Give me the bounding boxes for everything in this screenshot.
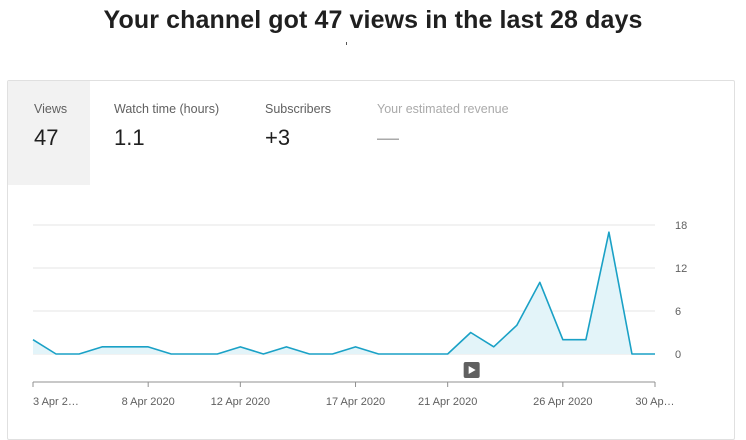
metric-tab-views[interactable]: Views 47 bbox=[8, 81, 90, 185]
metric-label-watch-time: Watch time (hours) bbox=[114, 102, 220, 116]
data-point[interactable] bbox=[466, 328, 476, 338]
x-tick-label: 3 Apr 2… bbox=[33, 396, 79, 408]
metric-value-subscribers: +3 bbox=[265, 125, 291, 150]
metric-label-views: Views bbox=[34, 102, 68, 116]
play-icon-glyph bbox=[468, 366, 476, 374]
x-tick-label: 21 Apr 2020 bbox=[418, 396, 477, 408]
data-point[interactable] bbox=[120, 342, 130, 352]
data-point[interactable] bbox=[143, 342, 153, 352]
data-point[interactable] bbox=[327, 349, 337, 359]
x-tick-label: 8 Apr 2020 bbox=[122, 396, 175, 408]
data-point[interactable] bbox=[258, 349, 268, 359]
page-headline: Your channel got 47 views in the last 28… bbox=[103, 6, 643, 34]
views-area bbox=[33, 232, 655, 354]
data-point[interactable] bbox=[650, 349, 660, 359]
data-point[interactable] bbox=[351, 342, 361, 352]
data-point[interactable] bbox=[97, 342, 107, 352]
metric-value-watch-time: 1.1 bbox=[114, 125, 145, 150]
y-tick-label: 18 bbox=[675, 220, 687, 232]
metric-value-views: 47 bbox=[34, 125, 59, 150]
data-point[interactable] bbox=[374, 349, 384, 359]
data-point[interactable] bbox=[166, 349, 176, 359]
y-tick-label: 0 bbox=[675, 349, 681, 361]
data-point[interactable] bbox=[212, 349, 222, 359]
data-point[interactable] bbox=[51, 349, 61, 359]
metric-value-revenue: — bbox=[377, 125, 399, 150]
metric-label-revenue: Your estimated revenue bbox=[377, 102, 509, 116]
metric-tab-revenue[interactable]: Your estimated revenue — bbox=[351, 81, 521, 185]
y-tick-label: 6 bbox=[675, 306, 681, 318]
y-tick-label: 12 bbox=[675, 263, 687, 275]
views-line bbox=[32, 231, 655, 355]
metric-tab-watch-time[interactable]: Watch time (hours) 1.1 bbox=[88, 81, 240, 185]
data-point[interactable] bbox=[558, 335, 568, 345]
data-point[interactable] bbox=[189, 349, 199, 359]
x-tick-label: 30 Ap… bbox=[635, 396, 674, 408]
data-point[interactable] bbox=[604, 227, 614, 237]
data-point[interactable] bbox=[512, 320, 522, 330]
data-point[interactable] bbox=[28, 335, 38, 345]
views-chart: 0 6 12 18 3 Apr 2… 8 Apr 2020 12 Apr 2020 17 Ap… bbox=[28, 220, 687, 408]
x-tick-label: 26 Apr 2020 bbox=[533, 396, 592, 408]
data-point[interactable] bbox=[443, 349, 453, 359]
metric-label-subscribers: Subscribers bbox=[265, 102, 331, 116]
data-point[interactable] bbox=[581, 335, 591, 345]
data-point[interactable] bbox=[535, 277, 545, 287]
x-tick-label: 17 Apr 2020 bbox=[326, 396, 385, 408]
data-point[interactable] bbox=[397, 349, 407, 359]
data-point[interactable] bbox=[489, 342, 499, 352]
data-point[interactable] bbox=[304, 349, 314, 359]
data-point[interactable] bbox=[281, 342, 291, 352]
data-point[interactable] bbox=[74, 349, 84, 359]
data-point[interactable] bbox=[235, 342, 245, 352]
metric-tab-subscribers[interactable]: Subscribers +3 bbox=[239, 81, 351, 185]
data-point[interactable] bbox=[627, 349, 637, 359]
analytics-card: Views 47 Watch time (hours) 1.1 Subscrib… bbox=[7, 80, 735, 440]
loading-indicator bbox=[346, 42, 347, 45]
x-tick-label: 12 Apr 2020 bbox=[211, 396, 270, 408]
data-point[interactable] bbox=[420, 349, 430, 359]
